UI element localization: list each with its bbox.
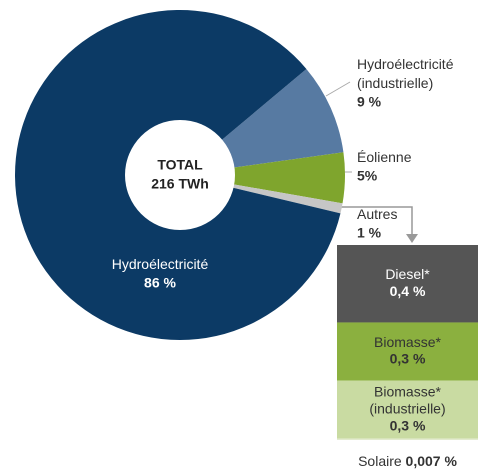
slice-value-label: 86 % [144, 275, 176, 291]
slice-label: Hydroélectricité [112, 256, 209, 272]
center-value: 216 TWh [151, 176, 209, 192]
slice-value-label: 9 % [357, 94, 382, 110]
slice-value-label: 5% [357, 168, 378, 184]
arrow-head [406, 234, 418, 243]
pie-slice [180, 152, 345, 204]
arrow-line [340, 206, 413, 236]
stack-segment [337, 322, 478, 381]
segment-name: Solaire [358, 453, 405, 469]
donut-hole [125, 120, 235, 230]
segment-label: Diesel* [385, 266, 430, 282]
segment-label: Biomasse* (industrielle) [369, 383, 445, 416]
stack-segment [337, 245, 478, 323]
slice-value-label: 1 % [357, 225, 382, 241]
slice-label: Autres [357, 206, 397, 222]
slice-label: Hydroélectricité (industrielle) [357, 56, 454, 91]
center-title: TOTAL [157, 157, 203, 173]
stack-segment [337, 438, 478, 440]
segment-value-label: 0,007 % [406, 453, 458, 469]
segment-value-label: 0,3 % [390, 351, 426, 367]
segment-label: Biomasse* [374, 334, 441, 350]
segment-value-label: 0,3 % [390, 417, 426, 433]
segment-value-label: 0,4 % [390, 283, 426, 299]
leader-line [325, 81, 351, 97]
slice-label: Éolienne [357, 149, 412, 165]
segment-label: Solaire 0,007 % [358, 453, 457, 469]
stack-segment [337, 380, 478, 439]
